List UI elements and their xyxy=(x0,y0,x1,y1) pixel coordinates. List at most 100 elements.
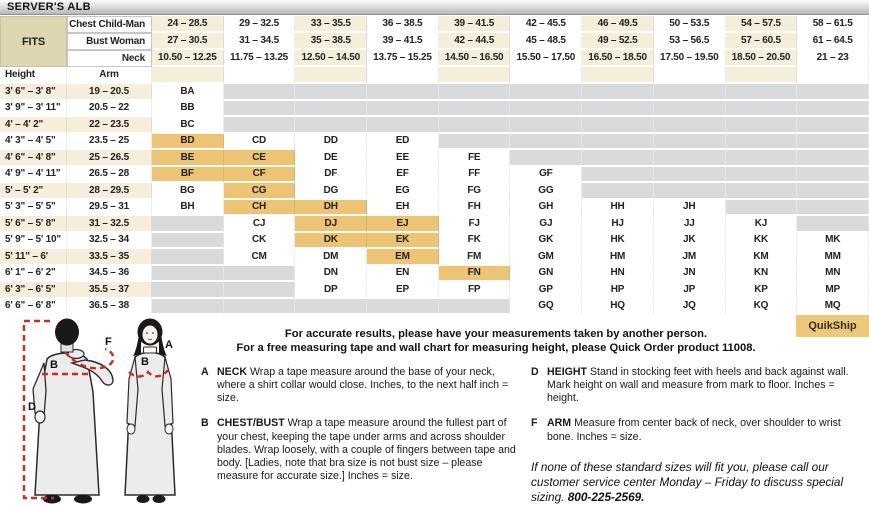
empty-cell xyxy=(582,117,654,134)
size-code-cell: GF xyxy=(510,166,583,183)
stripe-cell xyxy=(510,67,583,84)
empty-cell xyxy=(438,84,511,101)
size-code-cell: DP xyxy=(295,282,368,299)
fit-range-cell: 15.50 – 17.50 xyxy=(510,50,583,67)
height-range-cell: 4' 3" – 4' 5" xyxy=(0,133,67,150)
empty-cell xyxy=(725,166,798,183)
size-code-cell: EK xyxy=(367,232,439,249)
size-code-cell: JP xyxy=(653,282,726,299)
special-sizing-note: If none of these standard sizes will fit… xyxy=(531,460,865,506)
empty-cell xyxy=(510,150,583,167)
fit-range-cell: 18.50 – 20.50 xyxy=(725,50,798,67)
fit-range-cell: 42 – 45.5 xyxy=(510,16,583,33)
measurement-diagram: B D F A B xyxy=(22,318,176,504)
size-code-cell: JM xyxy=(653,249,726,266)
size-code-cell: KK xyxy=(725,232,798,249)
fit-row-label: Chest Child-Man xyxy=(67,16,152,33)
size-code-cell: MQ xyxy=(797,298,869,315)
empty-cell xyxy=(797,100,869,117)
size-code-cell: EF xyxy=(367,166,439,183)
height-range-cell: 4' – 4' 2" xyxy=(0,117,67,134)
size-code-cell: JJ xyxy=(653,216,726,233)
fit-range-cell: 12.50 – 14.50 xyxy=(295,50,368,67)
diagram-label-f: F xyxy=(105,336,112,348)
size-code-cell: GN xyxy=(510,265,583,282)
empty-cell xyxy=(725,100,798,117)
arm-range-cell: 19 – 20.5 xyxy=(67,84,152,101)
stripe-cell xyxy=(653,67,726,84)
empty-cell xyxy=(367,84,439,101)
empty-cell xyxy=(438,133,511,150)
stripe-cell xyxy=(582,67,654,84)
height-range-cell: 5' 3" – 5' 5" xyxy=(0,199,67,216)
arm-range-cell: 29.5 – 31 xyxy=(67,199,152,216)
fit-range-cell: 45 – 48.5 xyxy=(510,33,583,50)
diagram-label-b-front: B xyxy=(141,356,149,368)
fits-label: FITS xyxy=(0,16,67,67)
empty-cell xyxy=(797,216,869,233)
empty-cell xyxy=(223,298,296,315)
size-code-cell: BA xyxy=(152,84,224,101)
size-code-cell: EG xyxy=(367,183,439,200)
size-code-cell: FP xyxy=(438,282,511,299)
empty-cell xyxy=(295,298,368,315)
empty-cell xyxy=(367,117,439,134)
empty-cell xyxy=(653,117,726,134)
fit-range-cell: 42 – 44.5 xyxy=(438,33,511,50)
instruction-text: Measure from center back of neck, over s… xyxy=(547,417,841,443)
empty-cell xyxy=(152,249,224,266)
height-range-cell: 5' 9" – 5' 10" xyxy=(0,232,67,249)
instructions-left-column: A NECK Wrap a tape measure around the ba… xyxy=(201,366,523,495)
fit-range-cell: 17.50 – 19.50 xyxy=(653,50,726,67)
instruction-text: Wrap a tape measure around the fullest p… xyxy=(217,417,516,482)
size-code-cell: FF xyxy=(438,166,511,183)
fit-range-cell: 50 – 53.5 xyxy=(653,16,726,33)
arm-range-cell: 23.5 – 25 xyxy=(67,133,152,150)
size-code-cell: CM xyxy=(223,249,296,266)
arm-range-cell: 33.5 – 35 xyxy=(67,249,152,266)
instruction-neck: A NECK Wrap a tape measure around the ba… xyxy=(201,366,523,405)
stripe-cell xyxy=(223,67,296,84)
empty-cell xyxy=(653,133,726,150)
height-column-header: Height xyxy=(0,67,67,84)
empty-cell xyxy=(725,199,798,216)
height-range-cell: 3' 9" – 3' 11" xyxy=(0,100,67,117)
fit-range-cell: 35 – 38.5 xyxy=(295,33,368,50)
arm-range-cell: 26.5 – 28 xyxy=(67,166,152,183)
size-code-cell: EM xyxy=(367,249,439,266)
empty-cell xyxy=(295,100,368,117)
empty-cell xyxy=(510,84,583,101)
size-code-cell: HJ xyxy=(582,216,654,233)
empty-cell xyxy=(438,100,511,117)
fit-range-cell: 54 – 57.5 xyxy=(725,16,798,33)
fit-range-cell: 53 – 56.5 xyxy=(653,33,726,50)
size-code-cell: JN xyxy=(653,265,726,282)
arm-range-cell: 28 – 29.5 xyxy=(67,183,152,200)
instruction-term: CHEST/BUST xyxy=(217,417,285,430)
size-code-cell: DM xyxy=(295,249,368,266)
bust-measure-line xyxy=(128,369,169,378)
empty-cell xyxy=(653,150,726,167)
customer-service-phone: 800-225-2569. xyxy=(567,490,645,505)
instruction-term: HEIGHT xyxy=(547,366,588,378)
empty-cell xyxy=(152,265,224,282)
empty-cell xyxy=(223,117,296,134)
empty-cell xyxy=(223,265,296,282)
empty-cell xyxy=(582,183,654,200)
size-code-cell: BB xyxy=(152,100,224,117)
figure-front-view xyxy=(124,318,176,503)
empty-cell xyxy=(653,100,726,117)
empty-cell xyxy=(797,117,869,134)
empty-cell xyxy=(223,84,296,101)
size-code-cell: FG xyxy=(438,183,511,200)
instruction-term: NECK xyxy=(217,366,248,378)
size-code-cell: KN xyxy=(725,265,798,282)
size-code-cell: DK xyxy=(295,232,368,249)
arm-range-cell: 31 – 32.5 xyxy=(67,216,152,233)
fit-range-cell: 46 – 49.5 xyxy=(582,16,654,33)
size-code-cell: MP xyxy=(797,282,869,299)
quikship-badge[interactable]: QuikShip xyxy=(796,315,869,337)
empty-cell xyxy=(725,183,798,200)
size-code-cell: DH xyxy=(295,199,368,216)
empty-cell xyxy=(797,84,869,101)
